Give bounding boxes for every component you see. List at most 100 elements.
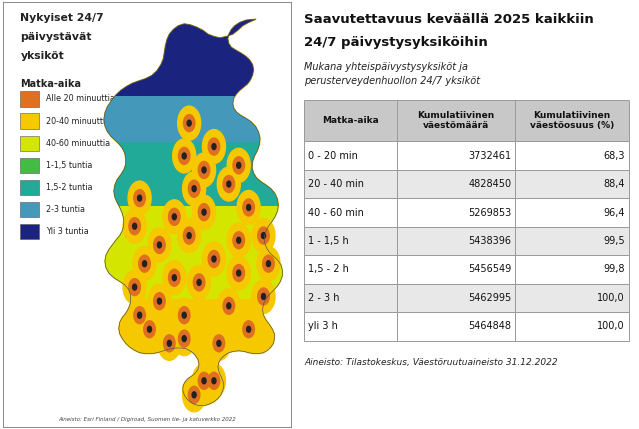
Bar [304, 142, 397, 170]
Circle shape [208, 138, 220, 155]
Bar [304, 284, 397, 312]
Circle shape [261, 293, 266, 299]
Circle shape [148, 326, 151, 332]
Circle shape [178, 330, 190, 347]
Circle shape [182, 153, 186, 159]
PathPatch shape [89, 70, 296, 142]
Circle shape [203, 364, 226, 398]
Circle shape [198, 161, 210, 178]
Bar [397, 227, 515, 255]
Circle shape [212, 378, 216, 384]
Bar [397, 284, 515, 312]
Text: 2-3 tuntia: 2-3 tuntia [47, 205, 86, 214]
Circle shape [178, 106, 201, 140]
Text: 100,0: 100,0 [597, 293, 625, 303]
Text: Saavutettavuus keväällä 2025 kaikkiin: Saavutettavuus keväällä 2025 kaikkiin [304, 13, 594, 26]
Circle shape [157, 298, 162, 304]
Bar [20, 224, 39, 239]
Text: Mukana yhteispäivystysyksiköt ja: Mukana yhteispäivystysyksiköt ja [304, 62, 468, 72]
Circle shape [247, 205, 250, 211]
Circle shape [137, 312, 142, 318]
Circle shape [183, 115, 195, 132]
Circle shape [133, 247, 156, 281]
Circle shape [223, 175, 235, 193]
Circle shape [227, 223, 250, 257]
Text: yli 3 h: yli 3 h [308, 321, 338, 332]
Bar [515, 227, 629, 255]
Text: 1-1,5 tuntia: 1-1,5 tuntia [47, 161, 93, 170]
Text: Kumulatiivinen
väestömäärä: Kumulatiivinen väestömäärä [417, 111, 495, 130]
Circle shape [153, 236, 166, 254]
Circle shape [129, 278, 141, 296]
PathPatch shape [89, 236, 296, 427]
Text: Matka-aika: Matka-aika [322, 116, 379, 125]
Bar [20, 91, 39, 107]
Text: 88,4: 88,4 [603, 179, 625, 189]
Bar [304, 100, 397, 142]
Bar [20, 113, 39, 129]
Circle shape [247, 326, 250, 332]
Circle shape [133, 284, 137, 290]
Text: yksiköt: yksiköt [20, 51, 64, 61]
Text: 5438396: 5438396 [468, 236, 511, 246]
Circle shape [178, 148, 190, 164]
Circle shape [236, 237, 241, 243]
Circle shape [266, 261, 270, 267]
Circle shape [163, 261, 186, 295]
Text: Matka-aika: Matka-aika [20, 79, 81, 89]
Circle shape [142, 261, 146, 267]
Bar [515, 142, 629, 170]
Circle shape [138, 312, 161, 346]
Circle shape [169, 208, 180, 225]
Circle shape [183, 378, 206, 412]
Text: 3732461: 3732461 [468, 151, 511, 161]
Circle shape [153, 293, 166, 310]
Circle shape [212, 144, 216, 150]
Circle shape [182, 312, 186, 318]
Circle shape [148, 284, 171, 318]
Circle shape [202, 209, 206, 215]
Bar [20, 136, 39, 151]
Text: Aineisto: Esri Finland / Digiroad, Suomen tie- ja katuverkko 2022: Aineisto: Esri Finland / Digiroad, Suome… [58, 417, 236, 422]
Circle shape [227, 303, 231, 309]
Circle shape [217, 289, 240, 323]
Circle shape [243, 321, 254, 338]
Text: 20 - 40 min: 20 - 40 min [308, 179, 364, 189]
Circle shape [173, 275, 176, 281]
Circle shape [189, 387, 200, 403]
Bar [304, 170, 397, 198]
Circle shape [157, 242, 162, 248]
Circle shape [198, 372, 210, 389]
Circle shape [139, 255, 150, 272]
Circle shape [187, 120, 191, 126]
Bar [397, 255, 515, 284]
Circle shape [133, 223, 137, 229]
Polygon shape [104, 19, 282, 406]
Circle shape [183, 227, 195, 244]
Circle shape [144, 321, 155, 338]
Circle shape [208, 372, 220, 389]
Circle shape [217, 340, 221, 346]
Bar [397, 312, 515, 341]
Bar [397, 170, 515, 198]
Bar [515, 100, 629, 142]
Circle shape [213, 335, 225, 352]
Circle shape [148, 228, 171, 262]
Text: päivystävät: päivystävät [20, 32, 92, 42]
Circle shape [163, 200, 186, 234]
Circle shape [167, 340, 171, 346]
Circle shape [173, 298, 196, 332]
Text: 4828450: 4828450 [468, 179, 511, 189]
Circle shape [203, 242, 226, 276]
Circle shape [194, 274, 205, 291]
Circle shape [192, 364, 215, 398]
Bar [304, 227, 397, 255]
Text: 5462995: 5462995 [468, 293, 511, 303]
Circle shape [243, 199, 254, 216]
Circle shape [233, 157, 245, 174]
Circle shape [227, 256, 250, 290]
Circle shape [212, 256, 216, 262]
Text: 99,8: 99,8 [603, 265, 625, 275]
Text: 5464848: 5464848 [468, 321, 511, 332]
Text: Kumulatiivinen
väestöosuus (%): Kumulatiivinen väestöosuus (%) [530, 111, 614, 130]
